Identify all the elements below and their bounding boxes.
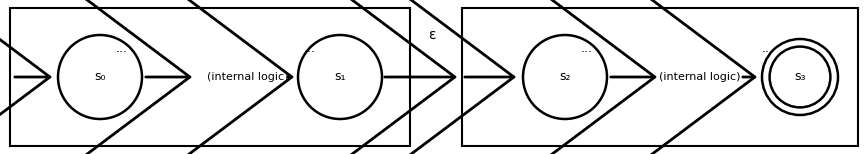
- Circle shape: [523, 35, 607, 119]
- Text: (internal logic): (internal logic): [207, 72, 289, 82]
- Circle shape: [298, 35, 382, 119]
- Circle shape: [762, 39, 838, 115]
- Bar: [462, 8, 858, 146]
- Text: (internal logic): (internal logic): [660, 72, 740, 82]
- Bar: [10, 8, 410, 146]
- Text: s₂: s₂: [559, 71, 571, 83]
- Text: s₁: s₁: [334, 71, 345, 83]
- Text: s₀: s₀: [95, 71, 106, 83]
- Text: s₃: s₃: [794, 71, 806, 83]
- Circle shape: [58, 35, 142, 119]
- Text: ...: ...: [304, 41, 316, 55]
- Text: ...: ...: [762, 41, 774, 55]
- Text: ε: ε: [428, 28, 436, 42]
- Text: ...: ...: [581, 41, 593, 55]
- Text: ...: ...: [116, 41, 128, 55]
